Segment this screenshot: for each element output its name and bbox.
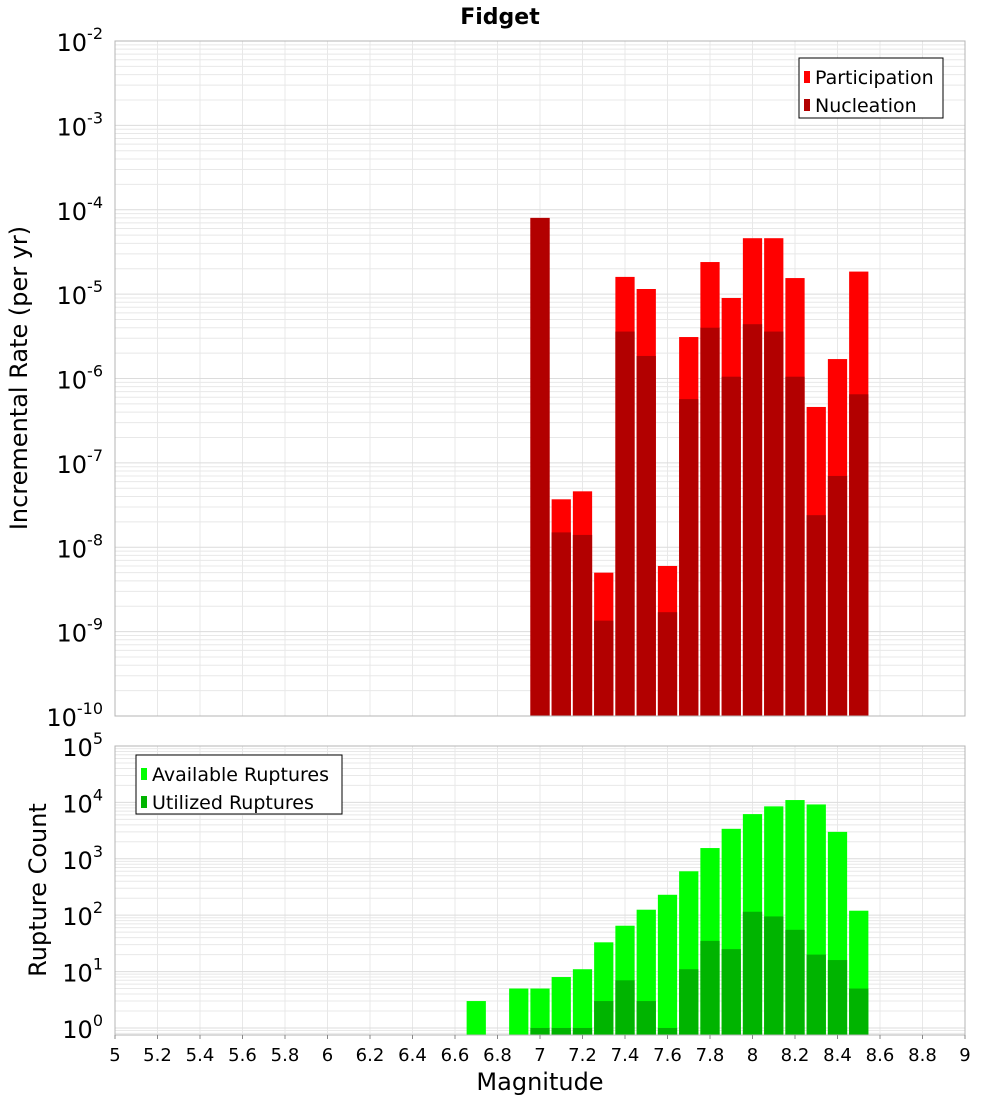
y-tick-label: 10-6 xyxy=(57,362,104,395)
x-tick-label: 7.8 xyxy=(696,1045,725,1066)
bar-available xyxy=(551,977,571,1035)
bar-nucleation xyxy=(657,612,678,716)
x-tick-label: 6.4 xyxy=(398,1045,427,1066)
bar-utilized xyxy=(721,949,741,1035)
bar-nucleation xyxy=(806,515,826,716)
bar-nucleation xyxy=(827,475,848,716)
x-tick-label: 8.2 xyxy=(781,1045,810,1066)
legend-swatch xyxy=(804,71,810,83)
legend-swatch xyxy=(141,796,147,808)
bar-utilized xyxy=(615,980,635,1035)
bar-utilized xyxy=(742,911,763,1035)
bar-available xyxy=(530,988,550,1035)
x-tick-label: 6.2 xyxy=(356,1045,385,1066)
legend-box xyxy=(798,57,944,119)
bar-utilized xyxy=(700,940,720,1035)
y-tick-label: 105 xyxy=(62,729,103,762)
legend-box xyxy=(135,754,343,815)
x-tick-label: 7 xyxy=(534,1045,545,1066)
y-tick-label: 10-2 xyxy=(57,24,104,57)
bar-nucleation xyxy=(700,327,720,716)
chart-title: Fidget xyxy=(460,5,540,30)
y-tick-label: 10-5 xyxy=(57,277,104,310)
legend-label: Utilized Ruptures xyxy=(152,792,314,814)
y-tick-label: 10-10 xyxy=(46,699,103,732)
count-plot: 100 101 102 103 104 105 5 5.2 5.4 5.6 5.8 6 6.2 6.4 6.… xyxy=(62,729,970,1066)
bar-nucleation xyxy=(742,324,763,716)
bar-nucleation xyxy=(530,217,550,716)
x-tick-label: 8.4 xyxy=(823,1045,852,1066)
x-tick-label: 8.8 xyxy=(908,1045,937,1066)
legend-swatch xyxy=(141,768,147,780)
y-axis-label-rate: Incremental Rate (per yr) xyxy=(5,226,33,530)
plot-frame xyxy=(114,40,966,717)
x-tick-label: 7.2 xyxy=(568,1045,597,1066)
bar-nucleation xyxy=(785,376,805,716)
bar-available xyxy=(509,988,529,1035)
bar-utilized xyxy=(827,960,848,1035)
y-tick-label: 10-4 xyxy=(57,193,104,226)
y-tick-label: 10-9 xyxy=(57,615,104,648)
bar-nucleation xyxy=(679,399,699,716)
y-tick-label: 101 xyxy=(62,955,103,988)
y-tick-label: 10-7 xyxy=(57,446,104,479)
x-tick-label: 6.8 xyxy=(483,1045,512,1066)
bar-available xyxy=(572,969,593,1035)
y-tick-label: 10-3 xyxy=(57,108,104,141)
y-tick-label: 100 xyxy=(62,1011,103,1044)
bar-utilized xyxy=(594,1001,614,1035)
x-tick-label: 7.4 xyxy=(611,1045,640,1066)
rate-plot: 10-10 10-9 10-8 10-7 10-6 10-5 10-4 10-3 10-2 Par… xyxy=(46,24,966,732)
x-tick-label: 8.6 xyxy=(866,1045,895,1066)
x-axis-label: Magnitude xyxy=(476,1068,603,1096)
x-tick-label: 5 xyxy=(109,1045,120,1066)
x-tick-label: 5.6 xyxy=(228,1045,257,1066)
bar-utilized xyxy=(849,988,869,1035)
y-tick-label: 10-8 xyxy=(57,530,104,563)
legend-label: Nucleation xyxy=(815,95,917,117)
bar-available xyxy=(657,894,678,1035)
y-tick-label: 104 xyxy=(62,785,103,818)
bar-nucleation xyxy=(721,376,741,716)
bar-utilized xyxy=(764,916,784,1035)
bar-utilized xyxy=(551,1027,571,1035)
x-tick-label: 6 xyxy=(322,1045,333,1066)
y-tick-label: 103 xyxy=(62,842,103,875)
bar-nucleation xyxy=(594,620,614,716)
x-tick-label: 5.8 xyxy=(271,1045,300,1066)
x-tick-label: 7.6 xyxy=(653,1045,682,1066)
bar-nucleation xyxy=(615,331,635,716)
bar-nucleation xyxy=(572,534,593,716)
y-tick-label: 102 xyxy=(62,898,103,931)
x-tick-label: 5.2 xyxy=(143,1045,172,1066)
bar-utilized xyxy=(806,954,826,1035)
bar-available xyxy=(466,1001,486,1035)
bar-utilized xyxy=(572,1027,593,1035)
legend-label: Available Ruptures xyxy=(152,764,329,786)
bar-utilized xyxy=(530,1027,550,1035)
legend-label: Participation xyxy=(815,67,934,89)
bar-nucleation xyxy=(849,394,869,716)
bar-utilized xyxy=(785,929,805,1035)
x-tick-label: 5.4 xyxy=(186,1045,215,1066)
bar-nucleation xyxy=(764,331,784,716)
bar-utilized xyxy=(679,969,699,1035)
y-axis-label-count: Rupture Count xyxy=(24,803,52,977)
x-tick-label: 6.6 xyxy=(441,1045,470,1066)
bar-nucleation xyxy=(551,532,571,716)
x-tick-label: 9 xyxy=(959,1045,970,1066)
bar-nucleation xyxy=(636,355,656,716)
bar-utilized xyxy=(636,1001,656,1035)
legend-swatch xyxy=(804,99,810,111)
bar-utilized xyxy=(657,1027,678,1035)
x-tick-label: 8 xyxy=(747,1045,758,1066)
